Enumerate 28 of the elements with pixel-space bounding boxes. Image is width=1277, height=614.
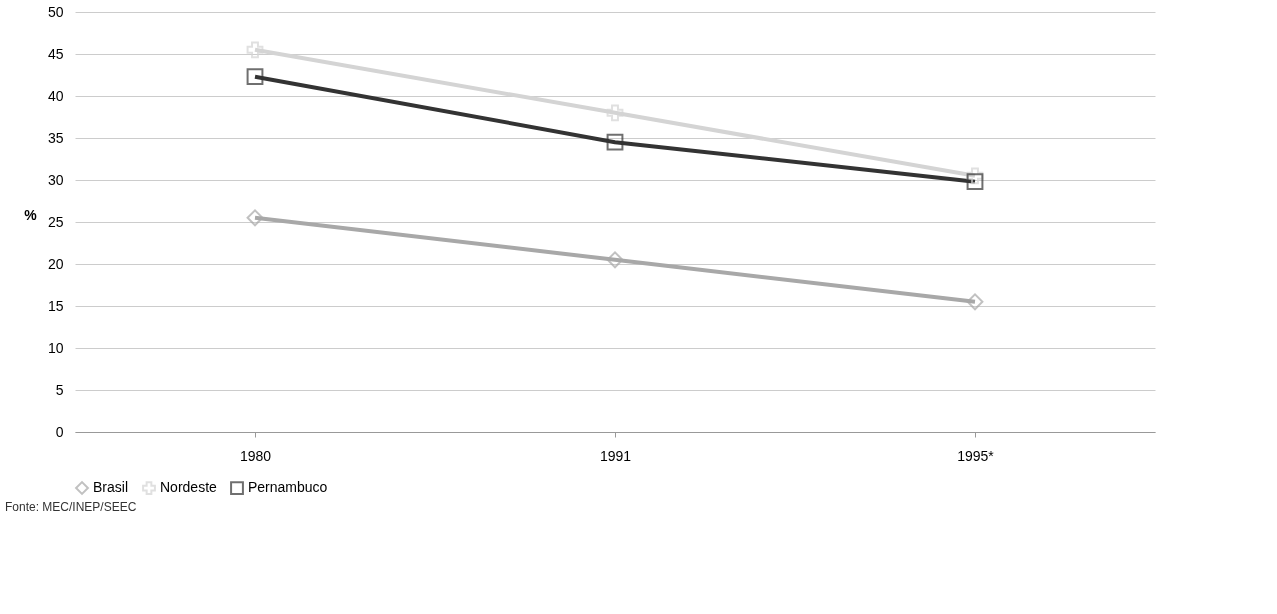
y-tick-label: 30 (47, 171, 64, 188)
x-tick-label: 1980 (239, 447, 272, 464)
point (606, 133, 624, 151)
point (966, 167, 984, 185)
legend-label: Nordeste (160, 479, 218, 496)
legend-label: Brasil (93, 479, 129, 496)
legend-label: Pernambuco (248, 479, 328, 496)
point (246, 209, 264, 227)
y-tick-label: 25 (47, 213, 64, 230)
y-tick-label: 10 (47, 339, 64, 356)
y-tick-label: 5 (55, 381, 64, 398)
point (966, 293, 984, 311)
x-tick-label: 1991 (599, 447, 632, 464)
y-tick-label: 50 (47, 3, 64, 20)
point (606, 104, 624, 122)
point (246, 41, 264, 59)
y-tick-label: 45 (47, 45, 64, 62)
source-note: Fonte: MEC/INEP/SEEC (5, 500, 137, 514)
y-axis-title: % (24, 206, 38, 223)
y-tick-label: 0 (55, 423, 64, 440)
x-tick-label: 1995* (957, 447, 995, 464)
y-tick-label: 40 (47, 87, 64, 104)
y-tick-label: 20 (47, 255, 64, 272)
point (606, 251, 624, 269)
y-tick-label: 15 (47, 297, 64, 314)
point (246, 68, 264, 86)
y-tick-label: 35 (47, 129, 64, 146)
point (966, 173, 984, 191)
